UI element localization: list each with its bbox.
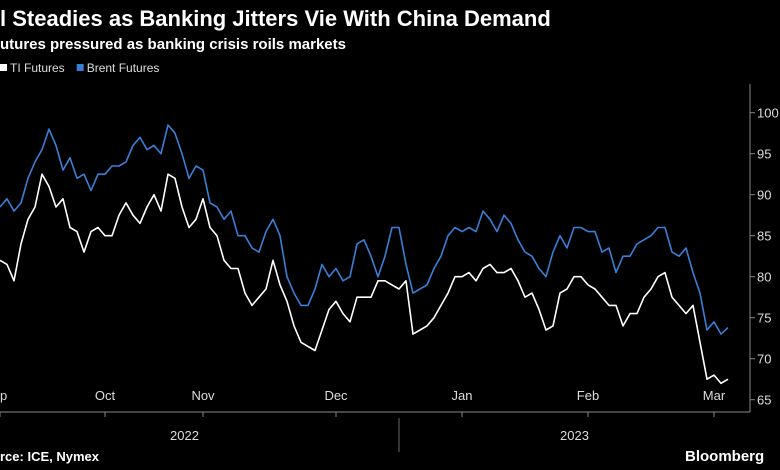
y-tick-label: 75 [757,311,771,326]
line-series [0,124,729,335]
x-tick-label: Nov [191,388,215,403]
x-tick-label: Oct [95,388,116,403]
y-tick-label: 100 [757,106,779,121]
x-tick-label: Jan [452,388,473,403]
x-tick-label: Feb [577,388,599,403]
x-tick-label: Mar [703,388,726,403]
y-tick-label: 85 [757,229,771,244]
y-tick-label: 95 [757,147,771,162]
chart-subtitle: utures pressured as banking crisis roils… [0,36,346,53]
source: rce: ICE, Nymex [0,449,100,464]
y-tick-label: 80 [757,270,771,285]
chart-title: l Steadies as Banking Jitters Vie With C… [0,6,551,31]
legend-swatch [76,64,84,71]
y-tick-label: 65 [757,393,771,408]
legend-label: Brent Futures [87,61,160,75]
x-tick-label: Dec [324,388,348,403]
year-label: 2023 [560,428,589,443]
year-label: 2022 [170,428,199,443]
brand: Bloomberg [685,448,764,465]
y-tick-label: 70 [757,352,771,367]
legend-label: TI Futures [10,61,65,75]
y-tick-label: 90 [757,188,771,203]
legend-swatch [0,64,7,71]
x-tick-label: p [0,388,7,403]
line-series [0,173,729,385]
